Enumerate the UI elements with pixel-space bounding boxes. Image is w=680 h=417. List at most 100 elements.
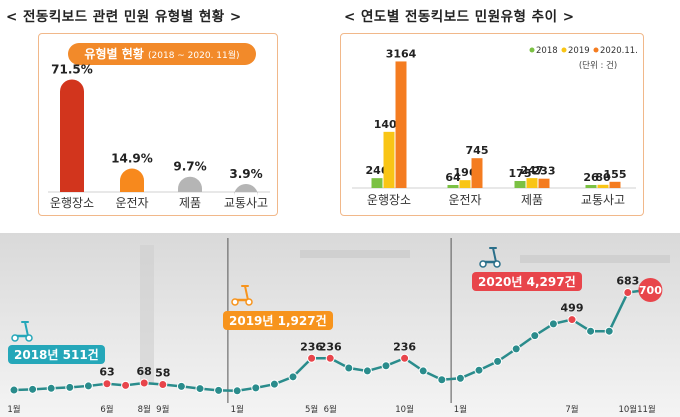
monthly-trend-value-label: 236 — [300, 340, 323, 353]
scooter-icon — [479, 247, 501, 268]
yearly-trend-value-label: 247 — [521, 164, 544, 177]
scooter-stem — [492, 247, 497, 263]
legend-label-2018: 2018 — [536, 46, 558, 56]
yearly-trend-category-label: 제품 — [521, 193, 543, 207]
background-pole — [140, 245, 154, 385]
yearly-trend-category-label: 운전자 — [448, 193, 481, 207]
type-status-value-label: 9.7% — [173, 160, 206, 174]
monthly-trend-value-label: 236 — [319, 340, 342, 353]
monthly-trend-tick-label: 8월 — [138, 404, 151, 415]
monthly-trend-point — [307, 353, 317, 363]
monthly-trend-point — [530, 331, 540, 341]
type-status-category-label: 운행장소 — [50, 195, 94, 210]
monthly-trend-point — [586, 326, 596, 336]
monthly-trend-point — [83, 381, 93, 391]
monthly-trend-point — [121, 380, 131, 390]
yearly-trend-bar-2018 — [371, 178, 383, 188]
monthly-trend-point — [567, 315, 577, 325]
scooter-stem — [244, 285, 249, 301]
type-status-title: 유형별 현황 — [84, 47, 144, 61]
yearly-trend-bar-2020-11 — [609, 181, 621, 188]
scooter-wheel — [25, 334, 33, 342]
yearly-trend-value-label: 64 — [445, 171, 461, 184]
monthly-trend-point — [139, 378, 149, 388]
type-status-value-label: 3.9% — [229, 167, 262, 181]
scooter-wheel — [493, 260, 501, 268]
scooter-stem — [24, 321, 29, 337]
monthly-trend-tick-label: 1월 — [231, 404, 244, 415]
monthly-trend-point — [400, 353, 410, 363]
background-rail — [300, 250, 410, 258]
yearly-trend-value-label: 233 — [533, 165, 556, 178]
yearly-trend-category-label: 교통사고 — [581, 193, 625, 207]
monthly-trend-value-label: 236 — [393, 340, 416, 353]
monthly-trend-point — [176, 381, 186, 391]
monthly-trend-tick-label: 10월 — [618, 404, 637, 415]
monthly-trend-point — [325, 353, 335, 363]
monthly-trend-point — [195, 384, 205, 394]
legend-swatch-2020-11 — [593, 47, 599, 53]
monthly-trend-tick-label: 7월 — [565, 404, 578, 415]
monthly-trend-point — [288, 372, 298, 382]
yearly-trend-bar-2018 — [447, 185, 459, 188]
type-status-bar — [60, 79, 84, 192]
type-status-category-label: 제품 — [179, 196, 201, 210]
monthly-trend-tick-label: 11월 — [637, 404, 656, 415]
monthly-trend-point — [418, 366, 428, 376]
monthly-trend-value-label: 68 — [137, 365, 152, 378]
type-status-value-label: 71.5% — [51, 63, 93, 77]
monthly-trend-tick-label: 6월 — [100, 404, 113, 415]
yearly-trend-value-label: 26 — [583, 171, 599, 184]
monthly-trend-point — [511, 344, 521, 354]
monthly-trend-point — [623, 288, 633, 298]
monthly-trend-tick-label: 1월 — [454, 404, 467, 415]
yearly-trend-value-label: 246 — [366, 164, 389, 177]
right-chart-heading: < 연도별 전동킥보드 민원유형 추이 > — [344, 9, 575, 25]
type-status-subtitle: (2018 ~ 2020. 11월) — [148, 51, 240, 61]
yearly-trend-value-label: 196 — [454, 166, 477, 179]
scooter-wheel — [479, 260, 487, 268]
yearly-trend-value-label: 80 — [595, 171, 611, 184]
monthly-trend-point — [9, 385, 19, 395]
scooter-wheel — [245, 298, 253, 306]
type-status-bar — [234, 184, 258, 196]
monthly-trend-tick-label: 10월 — [395, 404, 414, 415]
monthly-trend-point — [251, 383, 261, 393]
year-2020-total-tag: 2020년 4,297건 — [472, 272, 582, 291]
monthly-trend-value-label: 499 — [561, 302, 584, 315]
monthly-trend-point — [214, 385, 224, 395]
monthly-trend-point-peak — [638, 278, 663, 302]
type-status-bar — [178, 176, 202, 192]
monthly-trend-point — [437, 375, 447, 385]
monthly-trend-point — [102, 379, 112, 389]
scooter-icon — [231, 285, 253, 306]
yearly-trend-category-label: 운행장소 — [367, 192, 411, 207]
yearly-trend-bar-2019 — [383, 131, 395, 188]
monthly-trend-point — [604, 326, 614, 336]
legend-swatch-2018 — [529, 47, 535, 53]
monthly-trend-value-label: 700 — [639, 284, 662, 297]
type-status-category-label: 운전자 — [115, 196, 148, 210]
monthly-trend-point — [548, 319, 558, 329]
yearly-trend-value-label: 745 — [466, 144, 489, 157]
yearly-trend-bar-2020-11 — [395, 61, 407, 188]
year-2019-total-tag: 2019년 1,927건 — [223, 311, 333, 330]
type-status-category-label: 교통사고 — [224, 196, 268, 210]
yearly-trend-value-label: 3164 — [386, 47, 417, 60]
monthly-trend-point — [381, 361, 391, 371]
left-chart-heading: < 전동킥보드 관련 민원 유형별 현황 > — [6, 9, 242, 25]
type-status-title-badge: 유형별 현황 (2018 ~ 2020. 11월) — [68, 43, 256, 65]
monthly-trend-value-label: 58 — [155, 366, 170, 379]
yearly-trend-bar-2018 — [585, 185, 597, 188]
unit-note: (단위 : 건) — [579, 60, 617, 71]
legend-label-2020-11: 2020.11. — [600, 46, 638, 56]
yearly-trend-value-label: 175 — [509, 167, 532, 180]
yearly-trend-bar-2019 — [526, 178, 538, 188]
monthly-trend-tick-label: 9월 — [156, 404, 169, 415]
monthly-trend-point — [46, 383, 56, 393]
monthly-trend-point — [28, 384, 38, 394]
type-status-chart: 71.5% 운행장소 14.9% 운전자 9.7% 제품 3.9% 교통사고 — [48, 63, 270, 210]
